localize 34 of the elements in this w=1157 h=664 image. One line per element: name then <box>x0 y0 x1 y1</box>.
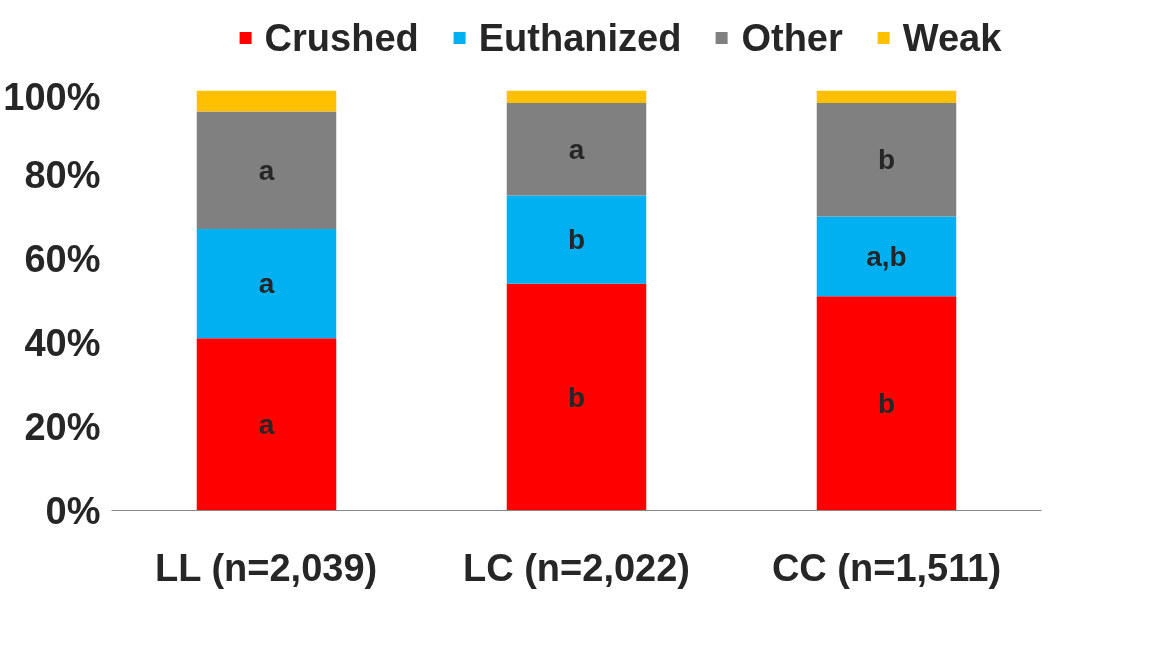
bar <box>196 111 337 230</box>
bar <box>506 195 647 284</box>
y-tick-label: 20% <box>24 405 101 448</box>
bar <box>816 296 957 511</box>
bar <box>506 283 647 511</box>
bar <box>816 216 957 297</box>
data-label: a <box>258 154 275 186</box>
y-tick-label: 100% <box>3 75 101 118</box>
bar <box>816 90 957 104</box>
y-tick-label: 80% <box>24 153 101 196</box>
data-label: a,b <box>866 240 907 272</box>
data-label: b <box>567 224 586 256</box>
bar <box>506 103 647 196</box>
y-tick-label: 60% <box>24 237 101 280</box>
bar <box>196 229 337 339</box>
x-tick-label: CC (n=1,511) <box>771 546 1002 589</box>
data-label: b <box>877 387 896 419</box>
data-label: a <box>258 268 275 300</box>
data-label: a <box>568 133 585 165</box>
legend-label: Euthanized <box>478 16 682 59</box>
bar <box>506 90 647 104</box>
x-tick-label: LL (n=2,039) <box>155 546 378 589</box>
bar <box>196 90 337 112</box>
y-tick-label: 40% <box>24 321 101 364</box>
bar <box>196 338 337 511</box>
data-label: a <box>258 408 275 440</box>
y-tick-label: 0% <box>45 489 101 532</box>
legend-label: Other <box>741 16 843 59</box>
legend-label: Weak <box>902 16 1002 59</box>
data-label: b <box>567 381 586 413</box>
bar <box>816 103 957 217</box>
legend-label: Crushed <box>264 16 419 59</box>
x-tick-label: LC (n=2,022) <box>462 546 691 589</box>
data-label: b <box>877 144 896 176</box>
